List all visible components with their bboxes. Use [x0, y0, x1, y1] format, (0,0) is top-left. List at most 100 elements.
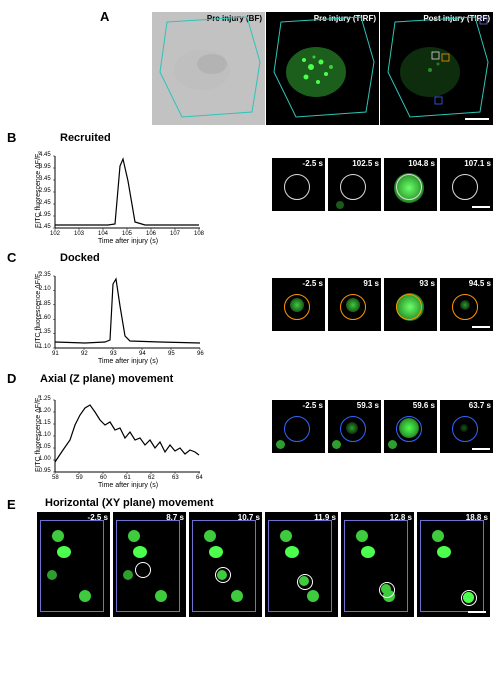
frame: 93 s: [384, 278, 437, 331]
panel-d-label: D: [7, 371, 16, 386]
panel-a-label: A: [100, 9, 109, 24]
xtick: 63: [172, 475, 179, 481]
circle-marker: [135, 562, 151, 578]
circle-marker: [340, 416, 366, 442]
ytick: 2.95: [39, 188, 51, 194]
box-marker: [192, 520, 256, 612]
frame: 91 s: [328, 278, 381, 331]
xtick: 95: [168, 351, 175, 357]
ytick: 2.45: [39, 200, 51, 206]
frame-time: -2.5 s: [303, 159, 323, 168]
circle-marker: [297, 574, 313, 590]
ytick: 1.05: [39, 444, 51, 450]
frame: -2.5 s: [37, 512, 110, 617]
ytick: 1.10: [39, 432, 51, 438]
ytick: 1.15: [39, 420, 51, 426]
frame-time: 59.6 s: [413, 401, 435, 410]
frame-time: -2.5 s: [303, 401, 323, 410]
xtick: 61: [124, 475, 131, 481]
ytick: 4.45: [39, 152, 51, 158]
ytick: 1.85: [39, 301, 51, 307]
frame-time: 63.7 s: [469, 401, 491, 410]
frame-time: 8.7 s: [166, 513, 184, 522]
xtick: 96: [197, 351, 204, 357]
frame-time: 12.8 s: [390, 513, 412, 522]
xtick: 64: [196, 475, 203, 481]
frame: 102.5 s: [328, 158, 381, 211]
frame-time: 91 s: [363, 279, 379, 288]
frame: -2.5 s: [272, 400, 325, 453]
panel-a-img-tirf-post: Post injury (TIRF): [380, 12, 493, 125]
scale-bar-b: [472, 206, 490, 208]
frame-time: 11.9 s: [314, 513, 336, 522]
panel-a-img-tirf-pre: Pre injury (TIRF): [266, 12, 379, 125]
circle-marker: [396, 174, 422, 200]
xtick: 102: [50, 231, 60, 237]
panel-b-chart: FITC fluorescence ΔF/F₀ Time after injur…: [30, 146, 205, 246]
frame: 59.3 s: [328, 400, 381, 453]
ytick: 1.10: [39, 344, 51, 350]
frame-time: 93 s: [419, 279, 435, 288]
xtick: 60: [100, 475, 107, 481]
panel-b-xlabel: Time after injury (s): [98, 238, 158, 245]
circle-marker: [284, 416, 310, 442]
frame: -2.5 s: [272, 278, 325, 331]
panel-b-label: B: [7, 130, 16, 145]
circle-marker: [340, 174, 366, 200]
xtick: 58: [52, 475, 59, 481]
panel-c-xlabel: Time after injury (s): [98, 358, 158, 365]
ytick: 1.00: [39, 456, 51, 462]
box-marker: [40, 520, 104, 612]
ytick: 1.45: [39, 224, 51, 230]
ytick: 1.25: [39, 396, 51, 402]
box-marker: [268, 520, 332, 612]
xtick: 92: [81, 351, 88, 357]
ytick: 1.35: [39, 329, 51, 335]
panel-d-xlabel: Time after injury (s): [98, 482, 158, 489]
circle-marker: [452, 416, 478, 442]
frame: 107.1 s: [440, 158, 493, 211]
circle-marker: [461, 590, 477, 606]
scale-bar-d: [472, 448, 490, 450]
frame-time: 102.5 s: [352, 159, 379, 168]
panel-c-chart: FITC fluorescence ΔF/F₀ Time after injur…: [30, 266, 205, 366]
circle-marker: [452, 294, 478, 320]
circle-marker: [396, 416, 422, 442]
frame: 12.8 s: [341, 512, 414, 617]
frame-time: 18.8 s: [466, 513, 488, 522]
circle-marker: [452, 174, 478, 200]
ytick: 3.45: [39, 176, 51, 182]
frame-time: 59.3 s: [357, 401, 379, 410]
frame: 104.8 s: [384, 158, 437, 211]
xtick: 106: [146, 231, 156, 237]
circle-marker: [215, 567, 231, 583]
xtick: 105: [122, 231, 132, 237]
ytick: 3.95: [39, 164, 51, 170]
xtick: 107: [170, 231, 180, 237]
xtick: 62: [148, 475, 155, 481]
frame: 59.6 s: [384, 400, 437, 453]
panel-c-ylabel: FITC fluorescence ΔF/F₀: [35, 271, 42, 348]
frame-time: 94.5 s: [469, 279, 491, 288]
circle-marker: [284, 294, 310, 320]
circle-marker: [340, 294, 366, 320]
frame: 18.8 s: [417, 512, 490, 617]
panel-c-label: C: [7, 250, 16, 265]
xtick: 104: [98, 231, 108, 237]
scale-bar-e: [468, 611, 486, 613]
frame: 63.7 s: [440, 400, 493, 453]
xtick: 59: [76, 475, 83, 481]
ytick: 1.20: [39, 408, 51, 414]
frame: 11.9 s: [265, 512, 338, 617]
panel-d-chart: FITC fluorescence ΔF/F₀ Time after injur…: [30, 390, 205, 490]
panel-d-title: Axial (Z plane) movement: [40, 373, 173, 385]
frame-time: -2.5 s: [303, 279, 323, 288]
ytick: 1.60: [39, 315, 51, 321]
frame: 94.5 s: [440, 278, 493, 331]
scale-bar-c: [472, 326, 490, 328]
xtick: 91: [52, 351, 59, 357]
xtick: 94: [139, 351, 146, 357]
panel-e-title: Horizontal (XY plane) movement: [45, 497, 214, 509]
circle-marker: [396, 294, 422, 320]
panel-a-img-bf: Pre injury (BF): [152, 12, 265, 125]
